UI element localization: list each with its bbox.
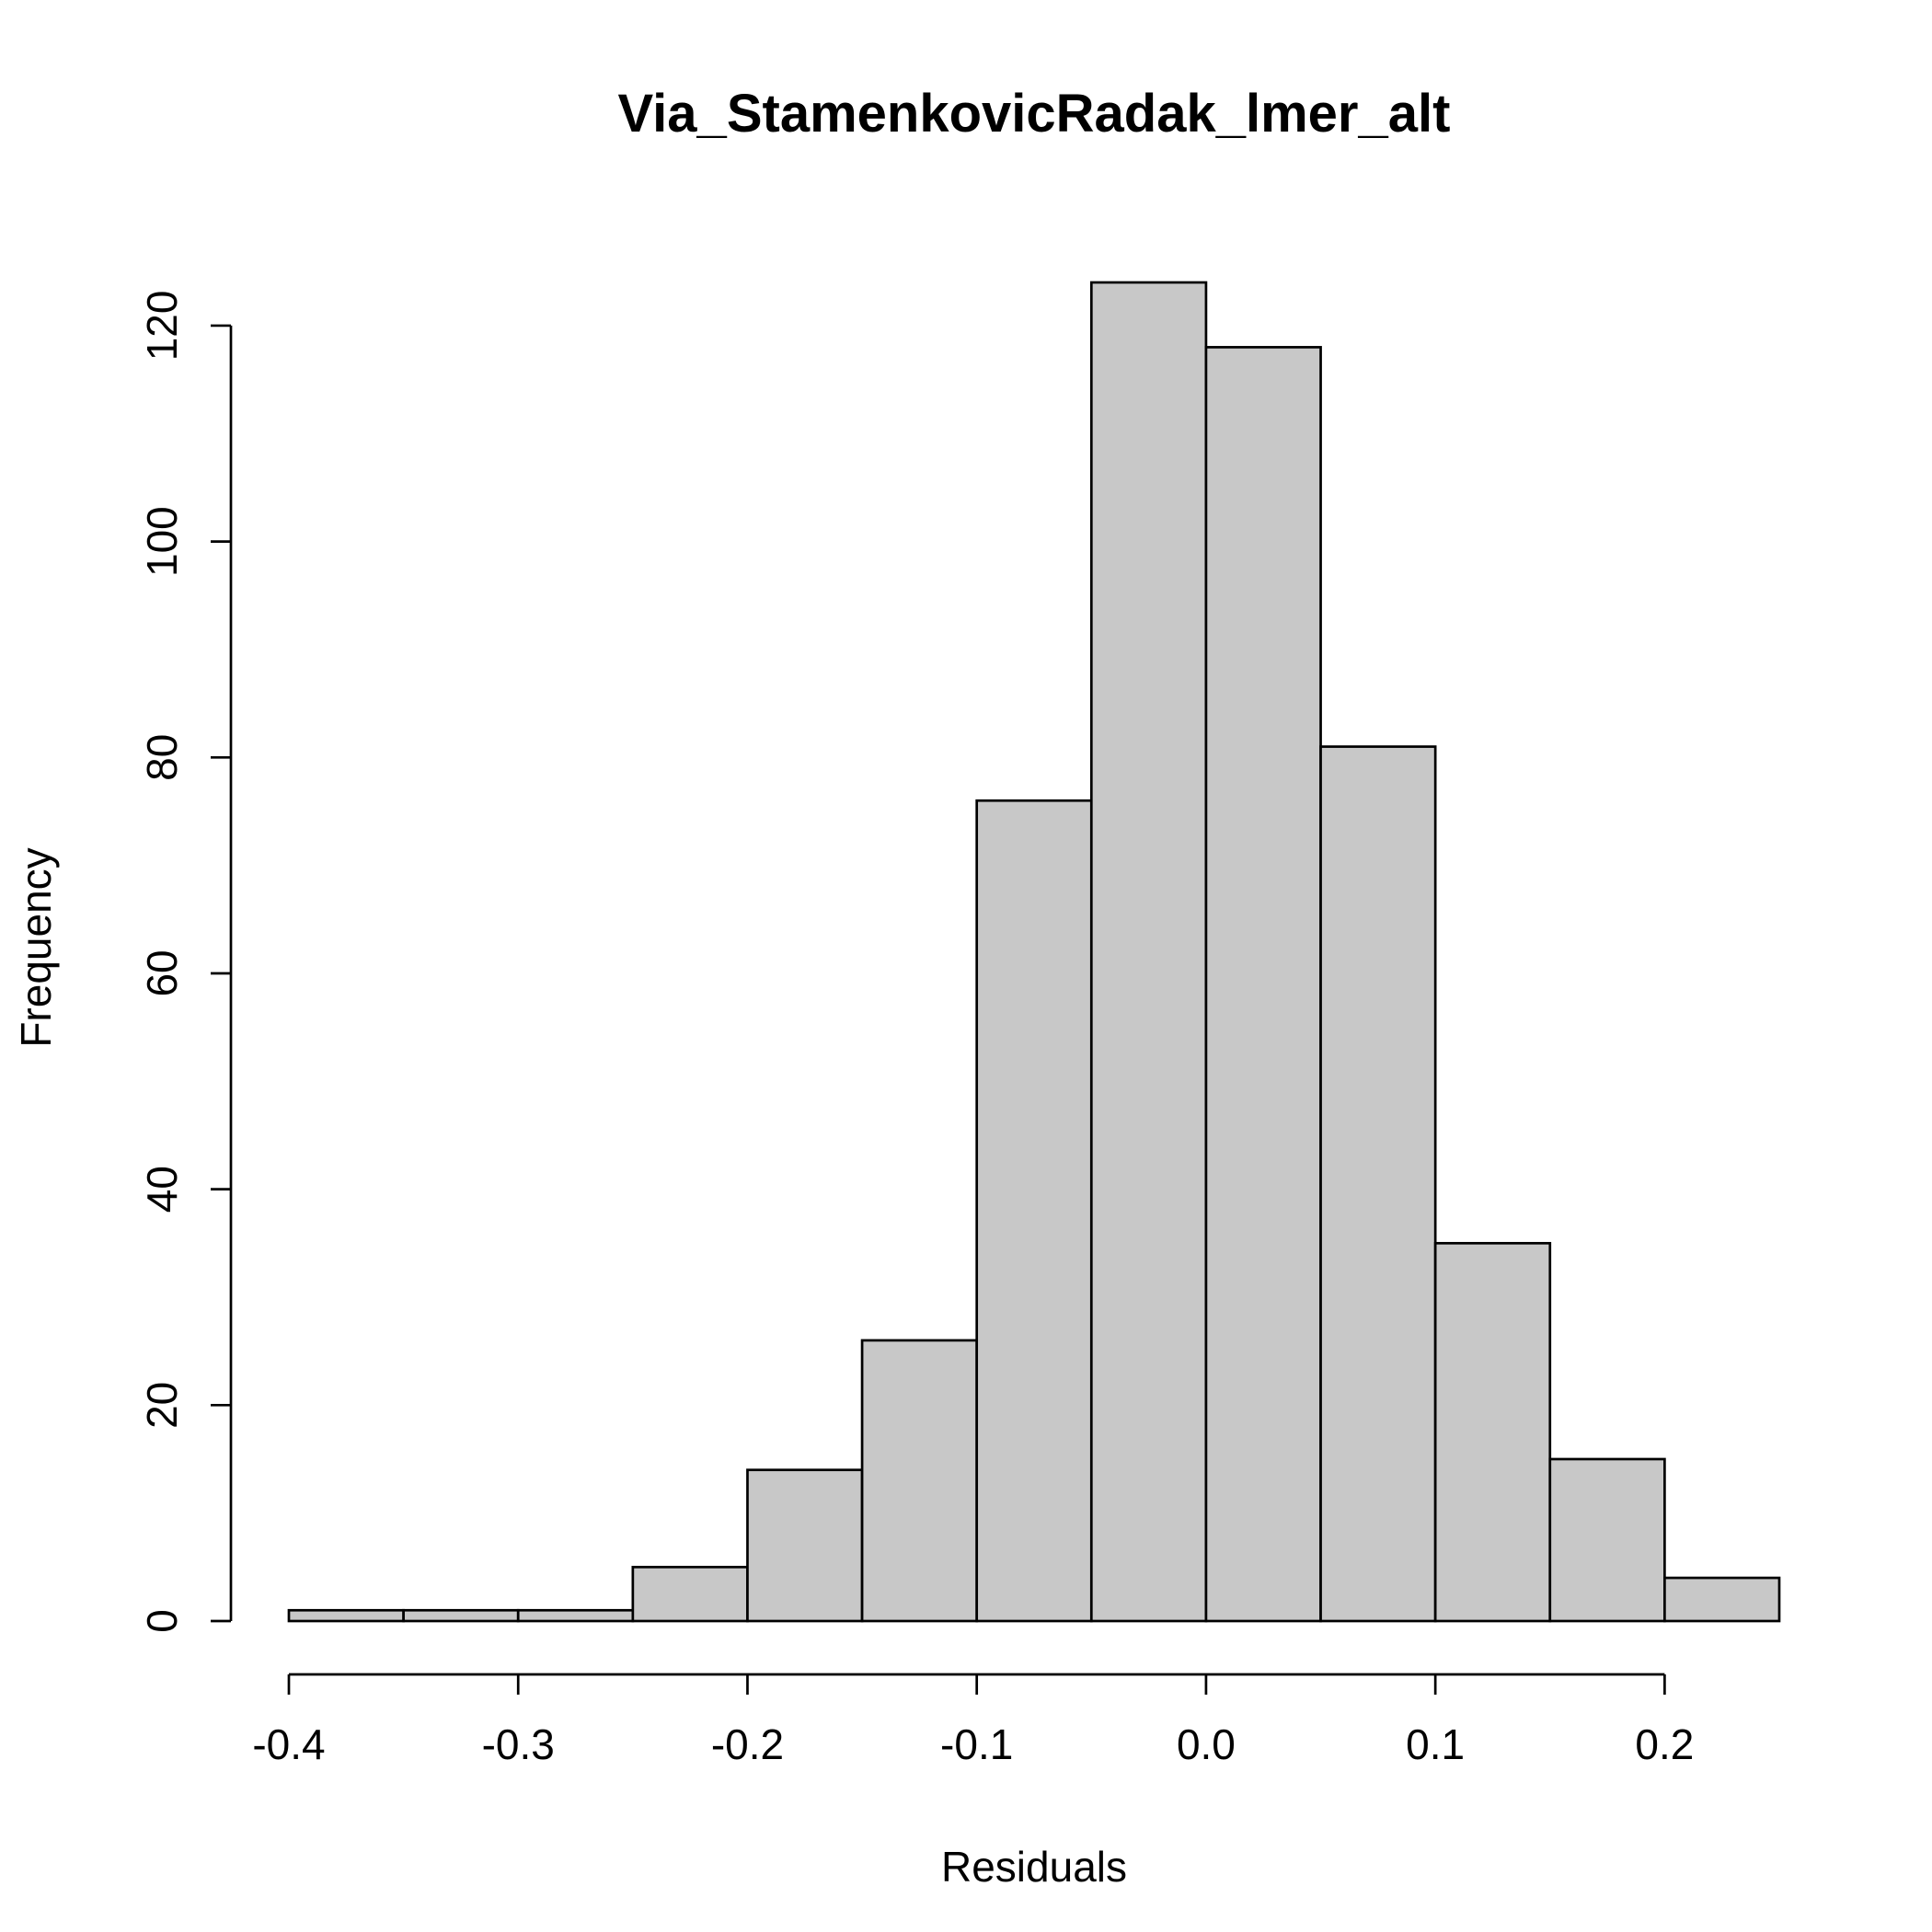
x-tick-label: 0.1 [1406, 1720, 1465, 1768]
x-tick-label: -0.3 [482, 1720, 555, 1768]
histogram-bar [746, 1468, 864, 1623]
histogram-bar [287, 1608, 405, 1623]
y-tick-label: 40 [138, 1166, 186, 1213]
x-axis-label: Residuals [941, 1843, 1127, 1891]
histogram-bar [1433, 1241, 1552, 1623]
y-tick-label: 60 [138, 949, 186, 996]
y-tick-label: 120 [138, 291, 186, 362]
x-tick-label: 0.2 [1635, 1720, 1694, 1768]
chart-title: Via_StamenkovicRadak_lmer_alt [618, 84, 1451, 144]
histogram-bar [975, 799, 1093, 1623]
x-tick-label: -0.2 [711, 1720, 784, 1768]
histogram-bar [1204, 346, 1322, 1623]
histogram-bar [1548, 1457, 1666, 1623]
x-axis: -0.4 -0.3 -0.2 -0.1 0.0 0.1 0.2 [252, 1673, 1694, 1768]
histogram-bar [402, 1608, 520, 1623]
bars-group [287, 281, 1781, 1623]
y-axis: 0 20 40 60 80 100 120 [138, 291, 233, 1633]
histogram-bar [1663, 1576, 1781, 1623]
histogram-bar [1089, 281, 1208, 1623]
histogram-bar [1319, 745, 1437, 1623]
x-tick-label: -0.1 [940, 1720, 1013, 1768]
x-tick-label: 0.0 [1177, 1720, 1236, 1768]
y-tick-label: 100 [138, 506, 186, 577]
x-tick-label: -0.4 [252, 1720, 325, 1768]
y-tick-label: 80 [138, 734, 186, 781]
histogram-bar [860, 1339, 979, 1623]
histogram-bar [516, 1608, 635, 1623]
histogram-bar [631, 1565, 749, 1623]
y-axis-label: Frequency [12, 847, 60, 1047]
y-tick-label: 0 [138, 1609, 186, 1633]
y-tick-label: 20 [138, 1382, 186, 1429]
